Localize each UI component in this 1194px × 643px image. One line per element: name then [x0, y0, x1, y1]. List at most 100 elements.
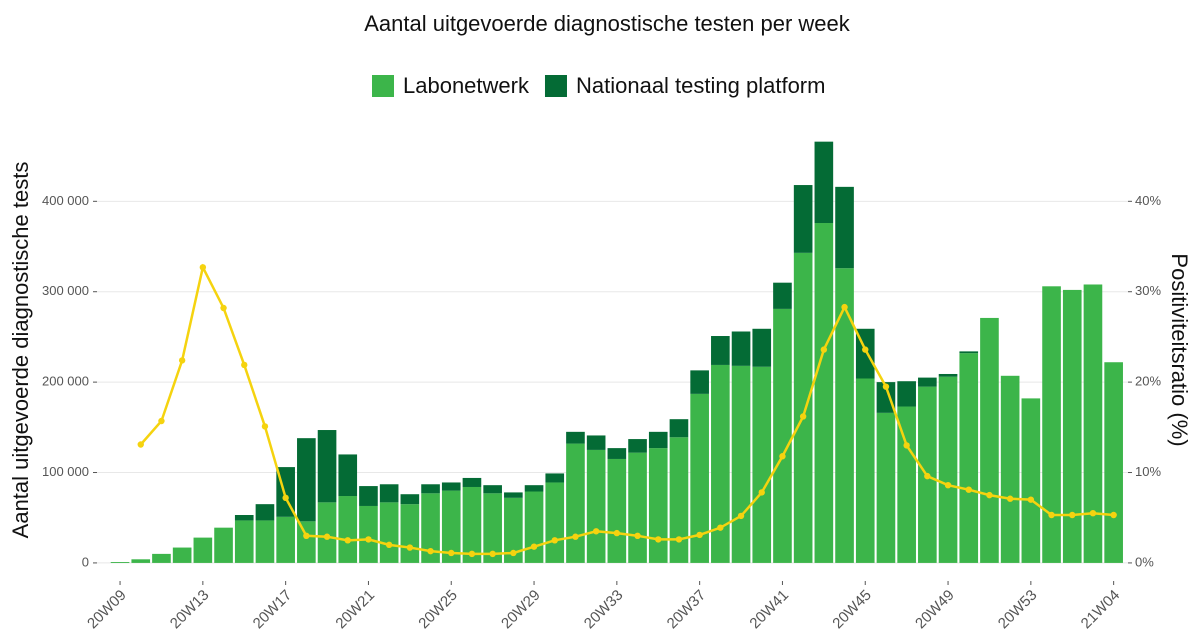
line-point — [551, 537, 558, 544]
legend-label: Nationaal testing platform — [576, 73, 825, 98]
chart-title: Aantal uitgevoerde diagnostische testen … — [364, 11, 851, 36]
x-tick-label: 20W45 — [829, 587, 875, 633]
line-point — [282, 494, 289, 502]
bar — [773, 308, 792, 563]
bar — [234, 520, 254, 563]
y2-tick-label: 30% — [1135, 283, 1161, 298]
bar — [690, 370, 709, 394]
bar — [876, 412, 896, 563]
bar — [193, 537, 213, 563]
bar — [359, 505, 378, 563]
line-point — [427, 547, 434, 555]
bar — [400, 504, 420, 563]
y-tick-label: 100 000 — [42, 464, 89, 479]
legend-swatch — [544, 75, 567, 97]
bar — [462, 486, 482, 563]
line-point — [385, 541, 393, 549]
bar — [566, 443, 585, 563]
bar — [421, 493, 440, 563]
line-point — [1048, 511, 1055, 519]
y2-tick-label: 0% — [1135, 554, 1154, 569]
bar — [1083, 284, 1103, 563]
bar — [172, 547, 192, 563]
bar — [338, 454, 358, 497]
bar — [462, 477, 482, 487]
line-point — [634, 532, 641, 539]
line-point — [696, 531, 703, 539]
x-tick-label: 20W49 — [912, 587, 958, 633]
bar — [359, 486, 378, 506]
bar — [441, 482, 461, 491]
bar — [379, 484, 399, 503]
line-point — [178, 357, 186, 364]
x-tick-label: 20W37 — [664, 587, 710, 633]
bar — [793, 185, 813, 253]
bar — [441, 490, 461, 563]
bar — [773, 282, 792, 309]
bar — [297, 521, 316, 563]
bar — [814, 141, 834, 224]
bar — [835, 268, 854, 563]
bar — [731, 365, 751, 563]
bar — [876, 382, 896, 413]
y2-tick-label: 10% — [1135, 464, 1161, 479]
bar — [400, 494, 420, 505]
bar — [255, 520, 275, 563]
x-tick-label: 20W33 — [581, 587, 627, 633]
bar — [938, 376, 958, 563]
line-point — [261, 423, 269, 430]
bar — [897, 381, 916, 407]
line-point — [903, 442, 910, 449]
bar — [711, 364, 730, 563]
line-point — [365, 536, 372, 543]
bar — [669, 419, 689, 438]
bar — [1000, 375, 1020, 563]
bar — [276, 516, 295, 563]
bar — [338, 496, 358, 563]
bar — [711, 336, 730, 365]
bar — [317, 430, 337, 503]
y-tick-label: 300 000 — [42, 283, 89, 298]
bar — [731, 331, 751, 366]
line-point — [1069, 511, 1076, 519]
bar — [918, 377, 937, 387]
line-point — [944, 481, 952, 489]
bar — [814, 223, 834, 563]
bar — [566, 431, 585, 444]
bar — [483, 493, 502, 563]
bar — [959, 351, 979, 354]
line-point — [1089, 510, 1097, 517]
x-tick-label: 21W04 — [1078, 587, 1124, 633]
bar — [793, 252, 813, 563]
bar — [628, 439, 647, 453]
line-point — [924, 472, 931, 480]
line-point — [986, 491, 993, 499]
bar — [628, 452, 647, 563]
legend-label: Labonetwerk — [403, 73, 530, 98]
line-point — [344, 537, 351, 544]
bar — [752, 366, 772, 563]
line-point — [158, 417, 165, 425]
line-point — [137, 441, 144, 448]
bar — [1042, 286, 1061, 563]
bar — [110, 562, 130, 563]
line-point — [758, 489, 765, 496]
x-tick-label: 20W17 — [250, 587, 296, 633]
bar — [152, 553, 171, 563]
bar — [607, 458, 627, 563]
bar — [897, 406, 916, 563]
bar — [483, 485, 502, 494]
x-tick-label: 20W13 — [167, 587, 213, 633]
bar — [379, 502, 399, 563]
bar — [959, 353, 979, 563]
bar — [297, 438, 316, 522]
line-point — [965, 486, 972, 493]
bar — [234, 515, 254, 521]
line-point — [220, 304, 227, 312]
line-point — [530, 543, 538, 550]
x-tick-label: 20W53 — [995, 587, 1041, 633]
y-tick-label: 200 000 — [42, 374, 89, 389]
bar — [586, 449, 606, 563]
legend-swatch — [372, 75, 394, 97]
y2-axis-title: Positiviteitsratio (%) — [1167, 253, 1192, 446]
